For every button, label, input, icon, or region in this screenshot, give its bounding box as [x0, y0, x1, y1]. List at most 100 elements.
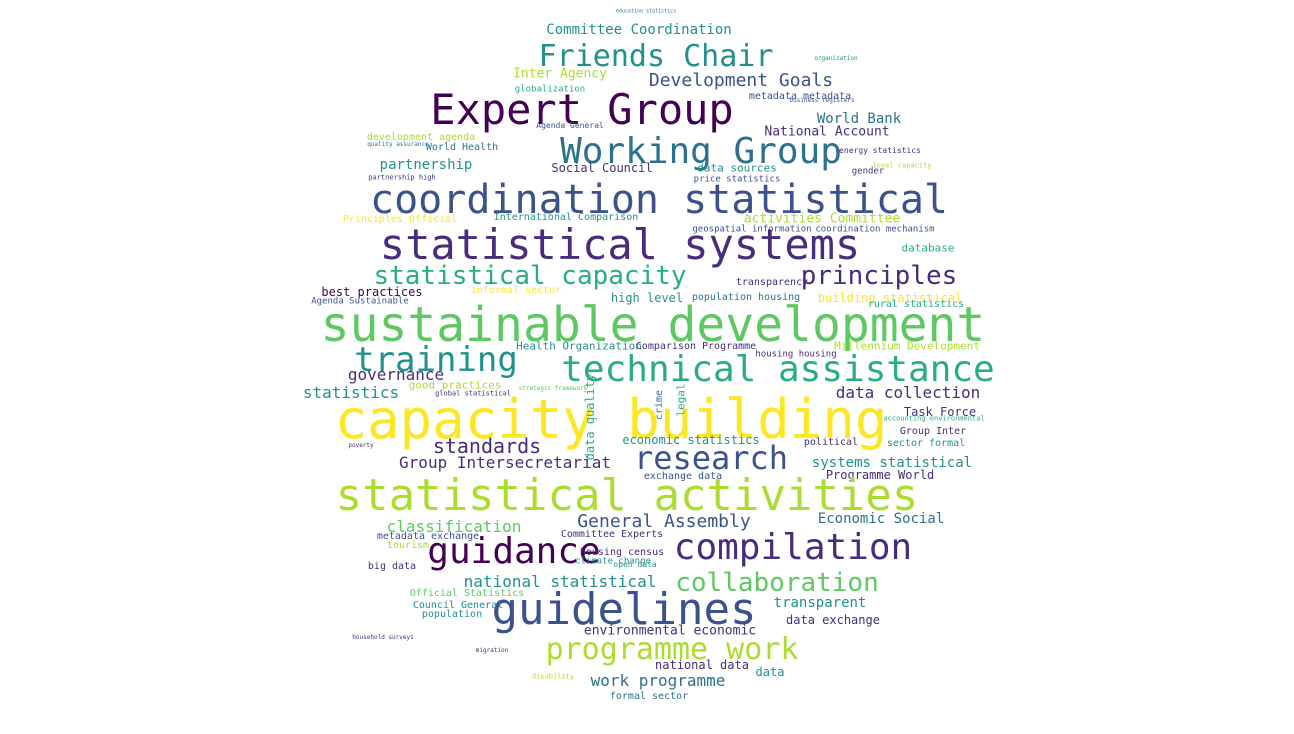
word-compilation: compilation: [673, 527, 913, 568]
word-principles: principles: [800, 261, 958, 291]
word-business-registers: business registers: [789, 97, 855, 104]
word-classification: classification: [386, 517, 522, 536]
word-committee-experts: Committee Experts: [560, 529, 664, 540]
word-global-statistical: global statistical: [435, 389, 511, 398]
word-development-agenda: development agenda: [366, 132, 476, 143]
word-open-data: open data: [613, 560, 657, 569]
word-rural-statistics: rural statistics: [867, 299, 965, 310]
word-poverty: poverty: [348, 442, 374, 449]
word-partnership: partnership: [379, 157, 473, 173]
word-statistical-capacity: statistical capacity: [373, 261, 687, 291]
word-globalization: globalization: [514, 84, 586, 95]
word-agenda-sustainable: Agenda Sustainable: [311, 296, 409, 307]
word-data-sources: data sources: [697, 161, 777, 175]
word-building-statistical: building statistical: [817, 291, 963, 305]
word-social-council: Social Council: [551, 161, 653, 175]
word-guidance: guidance: [427, 531, 601, 572]
word-research: research: [633, 439, 789, 477]
word-international-comparison: International Comparison: [493, 212, 639, 223]
word-metadata-exchange: metadata exchange: [376, 531, 480, 542]
word-guidelines: guidelines: [491, 584, 757, 635]
word-informal-sector: informal sector: [470, 285, 562, 296]
word-transparency: transparency: [735, 277, 809, 288]
word-principles-official: Principles Official: [342, 214, 458, 225]
word-activities-committee: activities Committee: [743, 211, 901, 227]
word-friends-chair: Friends Chair: [538, 39, 774, 74]
word-housing-housing: housing housing: [755, 349, 837, 360]
word-quality-assurance: quality assurance: [367, 141, 429, 148]
word-coordination-statistical: coordination statistical: [370, 177, 948, 223]
word-group-inter: Group Inter: [899, 426, 967, 437]
word-geospatial-information: geospatial information: [692, 224, 812, 235]
word-metadata-metadata: metadata metadata: [748, 91, 852, 102]
word-database: database: [901, 241, 955, 255]
word-world-health: World Health: [425, 142, 499, 153]
word-work-programme: work programme: [590, 671, 726, 690]
word-organization: organization: [814, 55, 858, 62]
word-household-surveys: household surveys: [352, 634, 414, 641]
word-population-housing: population housing: [691, 292, 801, 303]
word-inter-agency: Inter Agency: [513, 66, 607, 82]
word-comparison-programme: Comparison Programme: [635, 341, 757, 352]
word-working-group: Working Group: [560, 131, 842, 172]
word-best-practices: best practices: [321, 285, 423, 299]
word-technical-assistance: technical assistance: [561, 349, 995, 390]
word-programme-world: Programme World: [825, 468, 935, 482]
word-housing-census: housing census: [579, 547, 665, 558]
word-development-goals: Development Goals: [648, 70, 834, 91]
word-good-practices: good practices: [408, 378, 502, 392]
word-systems-statistical: systems statistical: [811, 455, 973, 471]
word-education-statistics: education statistics: [615, 8, 677, 15]
word-data-exchange: data exchange: [786, 613, 880, 627]
word-national-data: national data: [655, 658, 749, 672]
word-formal-sector: formal sector: [609, 691, 689, 702]
word-sustainable-development: sustainable development: [320, 297, 986, 353]
word-group-intersecretariat: Group Intersecretariat: [399, 453, 611, 472]
word-programme-work: programme work: [545, 632, 799, 667]
word-statistical-systems: statistical systems: [379, 220, 861, 269]
word-tourism: tourism: [386, 540, 430, 551]
word-crime: crime: [654, 389, 665, 421]
word-sector-formal: sector formal: [886, 438, 966, 449]
word-price-statistics: price statistics: [693, 174, 781, 185]
word-task-force: Task Force: [903, 405, 977, 419]
word-economic-statistics: economic statistics: [622, 433, 760, 447]
word-statistics: statistics: [302, 383, 400, 402]
word-standards: standards: [432, 434, 542, 458]
word-gender: gender: [851, 166, 885, 177]
word-accounting-environmental: accounting environmental: [883, 414, 985, 423]
word-migration: migration: [475, 647, 509, 654]
word-environmental-economic: environmental economic: [583, 623, 757, 639]
word-governance: governance: [347, 365, 445, 384]
word-general-assembly: General Assembly: [577, 511, 751, 532]
word-energy-statistics: energy statistics: [839, 146, 921, 155]
word-data-collection: data collection: [835, 383, 981, 402]
word-world-bank: World Bank: [816, 111, 902, 127]
word-collaboration: collaboration: [675, 568, 879, 598]
word-exchange-data: exchange data: [643, 471, 723, 482]
word-coordination-mechanism: coordination mechanism: [815, 224, 935, 235]
word-committee-coordination: Committee Coordination: [546, 22, 732, 38]
word-disability: disability: [531, 672, 575, 681]
word-big-data: big data: [367, 561, 417, 572]
word-capacity-building: capacity building: [334, 388, 888, 451]
word-partnership-high: partnership high: [368, 173, 436, 182]
word-expert-group: Expert Group: [430, 85, 734, 134]
word-national-account: National Account: [764, 124, 890, 140]
word-national-statistical: national statistical: [463, 572, 657, 591]
word-legal: legal: [674, 383, 688, 417]
word-high-level: high level: [610, 291, 684, 305]
word-millennium-development: Millennium Development: [834, 339, 980, 353]
word-population: population: [421, 609, 483, 620]
word-training: training: [354, 340, 518, 380]
word-agenda-general: Agenda General: [536, 121, 604, 130]
word-economic-social: Economic Social: [817, 511, 945, 527]
word-strategic-framework: strategic framework: [518, 385, 588, 392]
word-health-organization: Health Organization: [516, 339, 642, 353]
word-level-capacity: level capacity: [872, 161, 932, 170]
word-statistical-activities: statistical activities: [335, 470, 919, 521]
word-council-general: Council General: [412, 600, 504, 611]
word-transparent: transparent: [773, 595, 867, 611]
word-data: data: [755, 665, 785, 679]
